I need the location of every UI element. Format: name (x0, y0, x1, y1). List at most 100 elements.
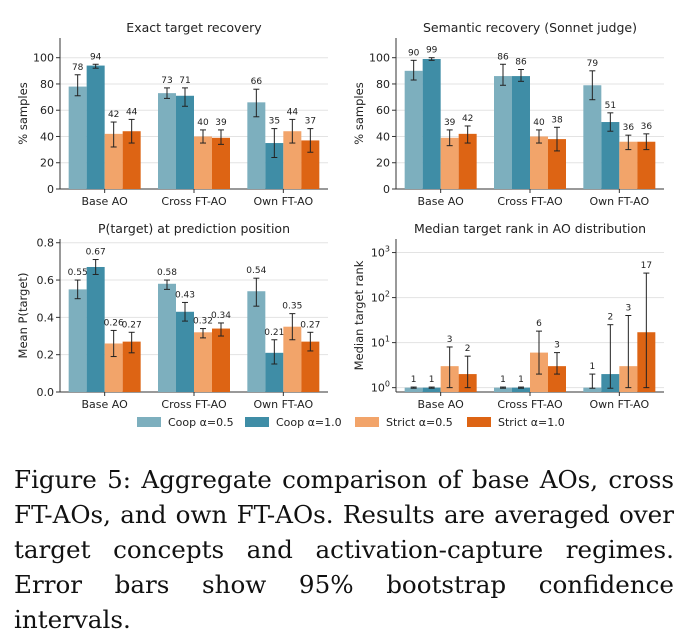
chart-title: P(target) at prediction position (98, 221, 290, 236)
data-label: 79 (587, 59, 599, 69)
y-tick-label: 100 (369, 52, 390, 65)
bar (283, 131, 302, 189)
bar (548, 139, 566, 189)
bar (104, 343, 123, 392)
bar (583, 387, 602, 392)
data-label: 0.27 (300, 320, 320, 330)
y-tick-label: 0.2 (37, 349, 55, 362)
data-label: 3 (625, 304, 631, 314)
x-tick-label: Base AO (82, 195, 129, 208)
legend-label: Strict α=1.0 (498, 416, 565, 429)
x-tick-label: Cross FT-AO (161, 195, 227, 208)
y-tick-label: 60 (376, 104, 390, 117)
data-label: 39 (444, 118, 456, 128)
y-tick-label: 0.0 (37, 386, 55, 399)
x-tick-label: Base AO (82, 398, 129, 411)
bar (404, 387, 423, 392)
bar (601, 122, 620, 189)
data-label: 40 (533, 118, 545, 128)
data-label: 0.58 (157, 268, 177, 278)
bar (68, 289, 87, 392)
bar (122, 341, 141, 392)
bar (158, 283, 176, 392)
y-tick-label: 60 (40, 104, 54, 117)
data-label: 0.34 (211, 311, 231, 321)
bar (422, 387, 441, 392)
chart-panel-3: 0.0 0.2 0.4 0.6 0.8 P(target) at prediction p… (16, 221, 328, 411)
chart-panel-4: 100 101 102 103 Median target rank in AO dis… (352, 221, 664, 411)
y-axis-label: Median target rank (352, 260, 366, 370)
bar (619, 141, 638, 189)
data-label: 0.55 (68, 268, 88, 278)
bar (247, 102, 266, 189)
bar (458, 133, 477, 189)
legend: Coop α=0.5 Coop α=1.0 Strict α=0.5 Strict α… (137, 416, 565, 429)
y-tick-label: 0 (383, 183, 390, 196)
bar (68, 86, 87, 189)
bar (637, 141, 656, 189)
data-label: 2 (607, 313, 613, 323)
bar (265, 352, 284, 392)
data-label: 6 (536, 319, 542, 329)
data-label: 66 (251, 77, 263, 87)
data-label: 99 (426, 46, 438, 56)
bar (494, 76, 512, 189)
data-label: 1 (589, 362, 595, 372)
data-label: 37 (305, 117, 316, 127)
data-label: 17 (641, 261, 652, 271)
y-tick-label: 20 (376, 157, 390, 170)
bar (512, 76, 530, 189)
bar (301, 140, 320, 189)
y-tick-label: 80 (40, 78, 54, 91)
data-label: 0.43 (175, 290, 195, 300)
y-axis-label: % samples (16, 82, 30, 144)
y-tick-label: 40 (376, 130, 390, 143)
x-tick-label: Own FT-AO (253, 195, 313, 208)
data-label: 42 (462, 114, 473, 124)
x-tick-label: Base AO (418, 195, 465, 208)
data-label: 0.35 (282, 302, 302, 312)
data-label: 1 (500, 375, 506, 385)
legend-swatch (355, 417, 379, 427)
x-tick-label: Cross FT-AO (161, 398, 227, 411)
y-tick-label: 101 (371, 335, 390, 350)
data-label: 73 (161, 76, 172, 86)
data-label: 86 (515, 58, 527, 68)
bar (247, 291, 266, 392)
bar (301, 341, 320, 392)
data-label: 36 (641, 122, 653, 132)
data-label: 3 (554, 341, 560, 351)
data-label: 94 (90, 52, 102, 62)
bar (212, 328, 230, 392)
data-label: 42 (108, 110, 119, 120)
bar (176, 95, 194, 189)
x-tick-label: Own FT-AO (589, 398, 649, 411)
y-axis-label: Mean P(target) (16, 273, 30, 359)
y-tick-label: 102 (371, 290, 390, 305)
data-label: 71 (179, 76, 190, 86)
legend-label: Coop α=1.0 (276, 416, 342, 429)
x-tick-label: Cross FT-AO (497, 195, 563, 208)
legend-swatch (467, 417, 491, 427)
data-label: 1 (429, 375, 435, 385)
data-label: 44 (287, 107, 299, 117)
bar (583, 85, 602, 189)
chart-panel-1: 0 20 40 60 80 100 Exact target recovery % sampl… (16, 20, 328, 208)
bar (494, 387, 512, 392)
y-tick-label: 0.6 (37, 274, 55, 287)
bar (86, 266, 105, 392)
legend-swatch (245, 417, 269, 427)
data-label: 0.21 (264, 328, 284, 338)
bar (104, 133, 123, 189)
chart-panel-2: 0 20 40 60 80 100 Semantic recovery (Sonnet ju… (352, 20, 664, 208)
data-label: 51 (605, 101, 616, 111)
bar (158, 93, 176, 189)
bar (440, 137, 459, 189)
bar (404, 70, 423, 189)
bar (176, 311, 194, 392)
chart-title: Semantic recovery (Sonnet judge) (423, 20, 637, 35)
data-label: 36 (623, 123, 635, 133)
data-label: 39 (215, 118, 227, 128)
bar (265, 143, 284, 189)
